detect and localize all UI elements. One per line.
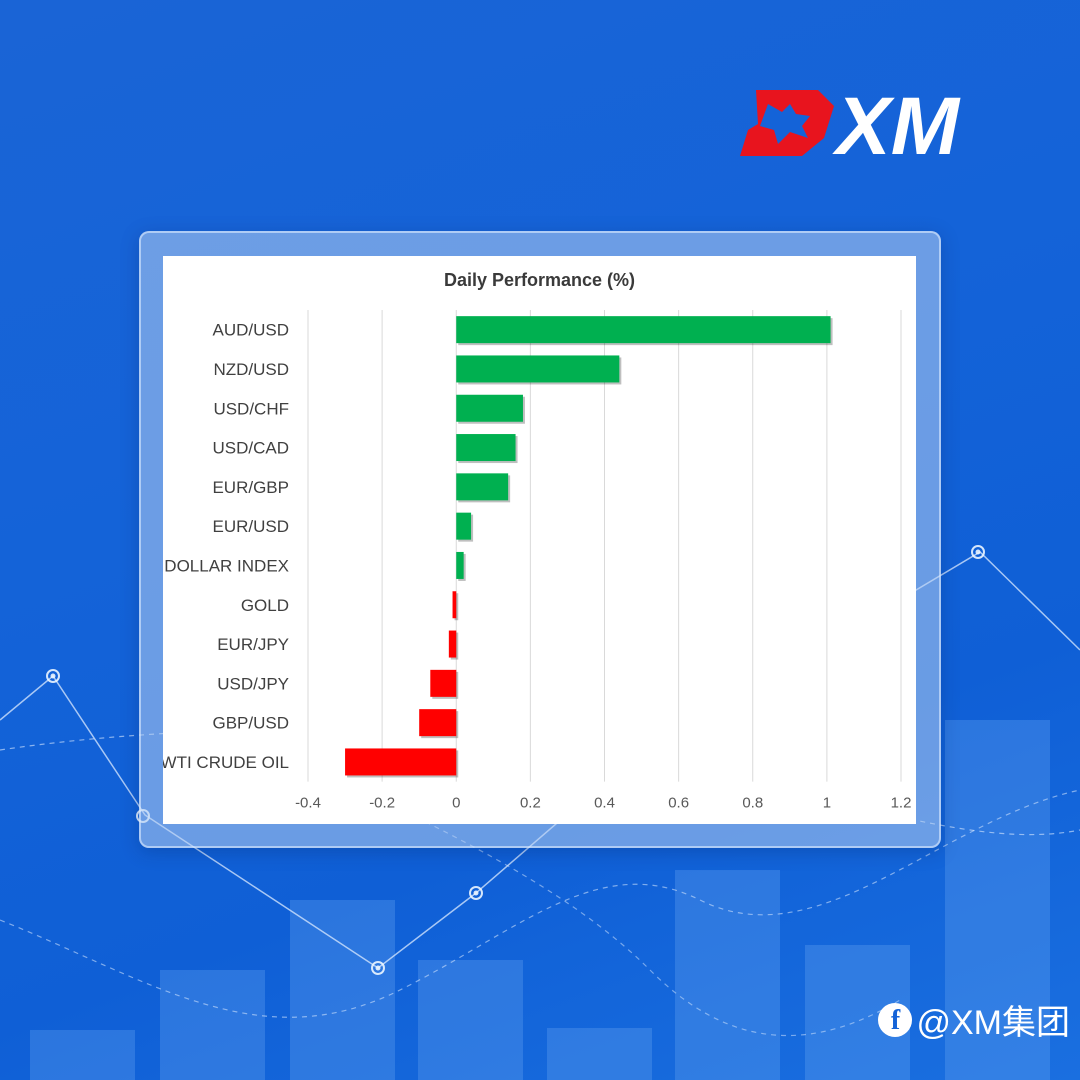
bar-chart: AUD/USD NZD/USD USD/CHF USD/CAD EUR/GBP EUR/U… — [163, 310, 911, 812]
category-label: DOLLAR INDEX — [164, 556, 289, 575]
xm-logo: XM — [740, 86, 961, 160]
social-handle: f @XM集团 — [878, 995, 1070, 1044]
x-tick-label: 0 — [452, 795, 460, 812]
bar-usd-jpy — [430, 669, 457, 697]
category-label: AUD/USD — [212, 321, 289, 340]
bar-gbp-usd — [419, 709, 457, 737]
x-tick-label: 0.6 — [668, 795, 689, 812]
bar-aud-usd — [456, 316, 831, 344]
bar-usd-cad — [456, 434, 516, 462]
chart-title: Daily Performance (%) — [443, 270, 636, 290]
category-label: USD/CAD — [212, 439, 289, 458]
chart-area: AUD/USD NZD/USD USD/CHF USD/CAD EUR/GBP EUR/U… — [163, 256, 916, 824]
bar-eur-usd — [456, 512, 472, 540]
x-tick-label: 0.8 — [742, 795, 763, 812]
x-tick-label: 0.4 — [594, 795, 615, 812]
bar-eur-gbp — [456, 473, 509, 501]
bar-dollar-index — [456, 551, 464, 579]
bar-usd-chf — [456, 394, 523, 422]
x-tick-label: 1 — [823, 795, 831, 812]
facebook-icon: f — [878, 1002, 913, 1037]
category-label: GBP/USD — [212, 714, 289, 733]
category-label: EUR/JPY — [217, 635, 289, 654]
x-tick-label: 0.2 — [520, 795, 541, 812]
x-tick-label: 1.2 — [891, 795, 912, 812]
x-tick-label: -0.2 — [369, 795, 395, 812]
gridlines — [307, 310, 902, 782]
bar-nzd-usd — [456, 355, 620, 383]
bar-eur-jpy — [448, 630, 457, 658]
category-label: EUR/GBP — [212, 478, 289, 497]
bars — [345, 316, 833, 778]
x-tick-labels: -0.4 -0.2 0 0.2 0.4 0.6 0.8 1 1.2 — [295, 795, 911, 812]
x-tick-label: -0.4 — [295, 795, 321, 812]
social-handle-text: @XM集团 — [916, 1004, 1070, 1042]
category-label: NZD/USD — [213, 360, 289, 379]
bar-gold — [452, 591, 457, 619]
category-label: USD/JPY — [217, 674, 289, 693]
bar-shadow — [454, 593, 459, 621]
bar-wti-crude-oil — [345, 748, 457, 776]
category-labels: AUD/USD NZD/USD USD/CHF USD/CAD EUR/GBP EUR/U… — [163, 321, 289, 772]
category-label: EUR/USD — [212, 517, 289, 536]
category-label: GOLD — [241, 596, 289, 615]
category-label: USD/CHF — [213, 399, 289, 418]
category-label: WTI CRUDE OIL — [163, 753, 289, 772]
xm-logo-text: XM — [832, 86, 961, 160]
